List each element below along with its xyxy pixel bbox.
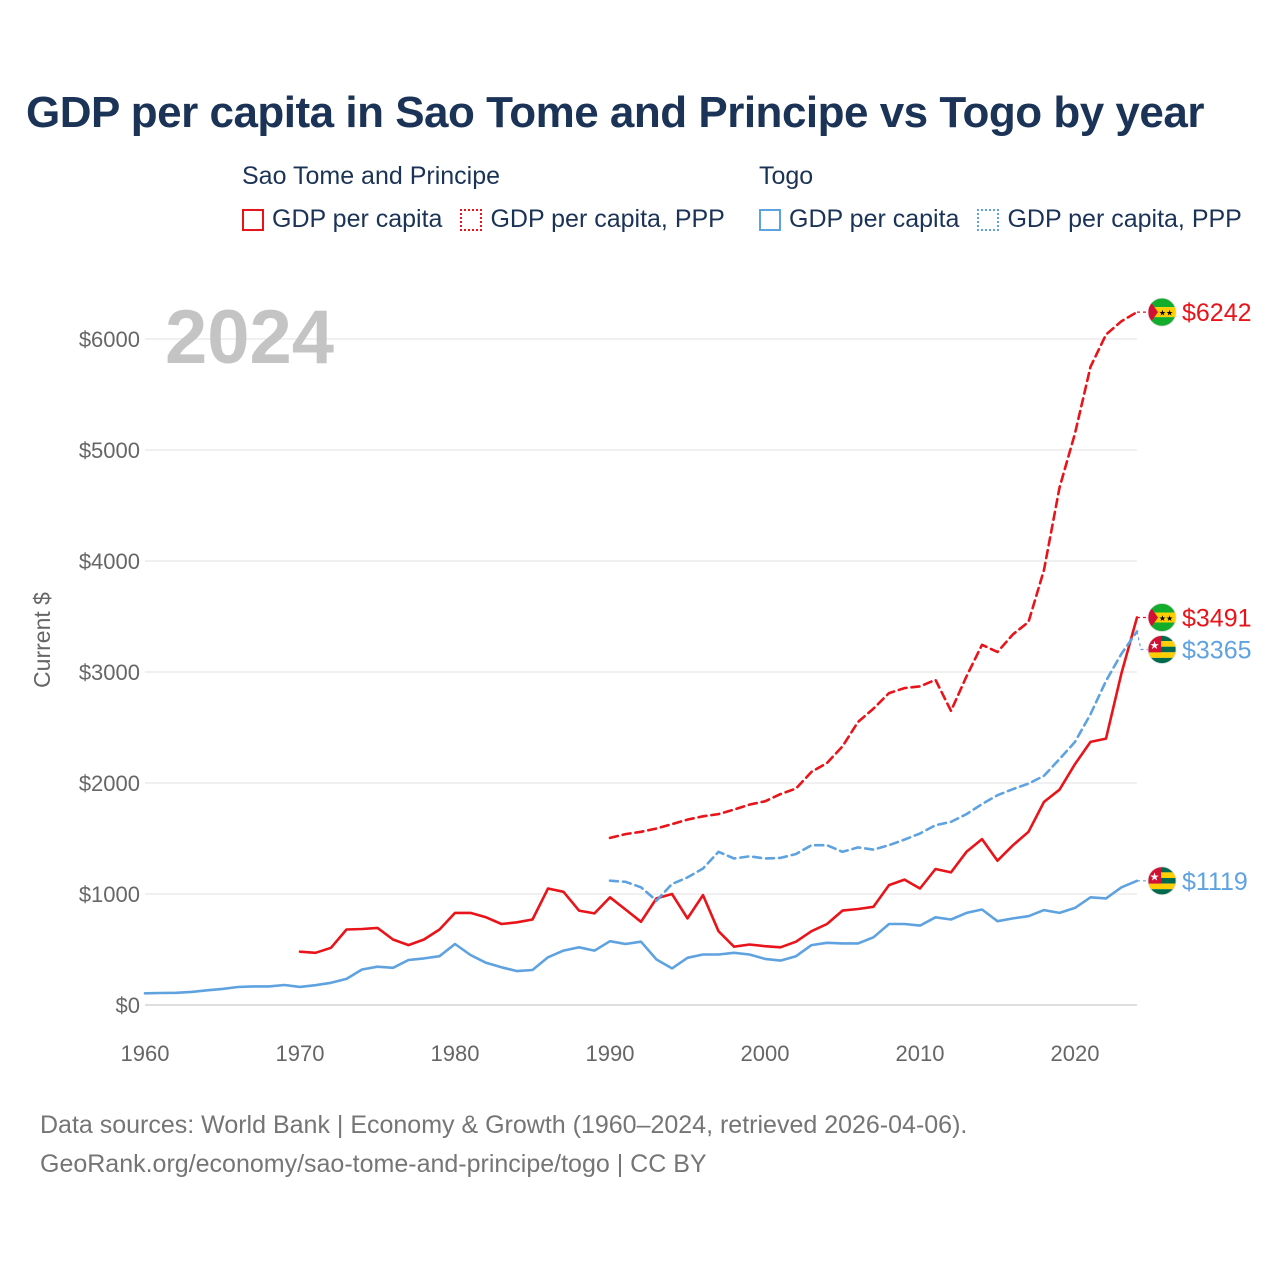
x-tick-label: 1990: [586, 1041, 635, 1066]
y-tick-label: $6000: [79, 327, 140, 352]
chart-title: GDP per capita in Sao Tome and Principe …: [26, 88, 1204, 137]
svg-text:★: ★: [1150, 871, 1160, 883]
data-source-text: Data sources: World Bank | Economy & Gro…: [40, 1111, 968, 1139]
y-tick-label: $2000: [79, 771, 140, 796]
legend-item-togo-gdp[interactable]: GDP per capita: [759, 205, 959, 234]
y-tick-label: $0: [116, 993, 140, 1018]
end-value-label: $3365: [1182, 636, 1252, 664]
legend-swatch-solid-icon: [242, 208, 264, 231]
x-tick-label: 1980: [431, 1041, 480, 1066]
sao-tome-and-principe-flag-icon: ★★: [1147, 603, 1177, 632]
legend-item-label: GDP per capita: [272, 205, 443, 233]
series-line: [608, 310, 1139, 840]
svg-text:★★: ★★: [1159, 309, 1173, 318]
y-axis-label: Current $: [29, 592, 55, 688]
togo-flag-icon: ★: [1147, 635, 1177, 664]
x-tick-label: 2000: [741, 1041, 790, 1066]
legend-swatch-dotted-icon: [460, 208, 483, 231]
togo-flag-icon: ★: [1147, 866, 1177, 896]
year-watermark: 2024: [165, 295, 334, 380]
legend-group-sao-tome: Sao Tome and Principe GDP per capita GDP…: [242, 162, 725, 234]
sao-tome-and-principe-flag-icon: ★★: [1147, 297, 1177, 327]
end-label-connector: [1136, 631, 1148, 651]
grid: [145, 338, 1137, 1006]
x-tick-label: 1970: [276, 1041, 325, 1066]
end-value-label: $1119: [1182, 868, 1248, 896]
axes: $0 $1000 $2000 $3000 $4000 $5000 $6000 1960 1970…: [79, 327, 1100, 1066]
y-tick-label: $3000: [79, 660, 140, 685]
legend-group-togo: Togo GDP per capita GDP per capita, PPP: [759, 162, 1242, 234]
series-line: [608, 630, 1139, 903]
series-line: [143, 879, 1139, 995]
y-tick-label: $4000: [79, 549, 140, 574]
svg-text:★: ★: [1150, 640, 1160, 652]
svg-text:★★: ★★: [1159, 614, 1173, 623]
x-tick-label: 2020: [1051, 1041, 1100, 1066]
legend-group-title: Togo: [759, 162, 814, 190]
end-labels: ★★ $3491 ★★ $6242 ★ $1119 ★ $3365: [1136, 297, 1252, 896]
legend-item-stp-gdp-ppp[interactable]: GDP per capita, PPP: [460, 205, 725, 234]
legend-item-stp-gdp[interactable]: GDP per capita: [242, 205, 442, 234]
legend-swatch-solid-icon: [759, 208, 781, 231]
y-tick-label: $5000: [79, 438, 140, 463]
legend-item-label: GDP per capita, PPP: [490, 205, 725, 233]
series-line: [298, 616, 1139, 955]
legend-item-label: GDP per capita: [789, 205, 960, 233]
series: [143, 310, 1139, 995]
legend-item-label: GDP per capita, PPP: [1007, 205, 1242, 233]
end-value-label: $6242: [1182, 299, 1252, 327]
source-link[interactable]: GeoRank.org/economy/sao-tome-and-princip…: [40, 1150, 707, 1178]
legend-swatch-dotted-icon: [977, 208, 1000, 231]
footer: Data sources: World Bank | Economy & Gro…: [40, 1106, 967, 1184]
y-tick-label: $1000: [79, 882, 140, 907]
legend-item-togo-gdp-ppp[interactable]: GDP per capita, PPP: [977, 205, 1242, 234]
end-value-label: $3491: [1182, 604, 1252, 632]
x-tick-label: 2010: [896, 1041, 945, 1066]
legend-group-title: Sao Tome and Principe: [242, 162, 501, 190]
x-tick-label: 1960: [121, 1041, 170, 1066]
